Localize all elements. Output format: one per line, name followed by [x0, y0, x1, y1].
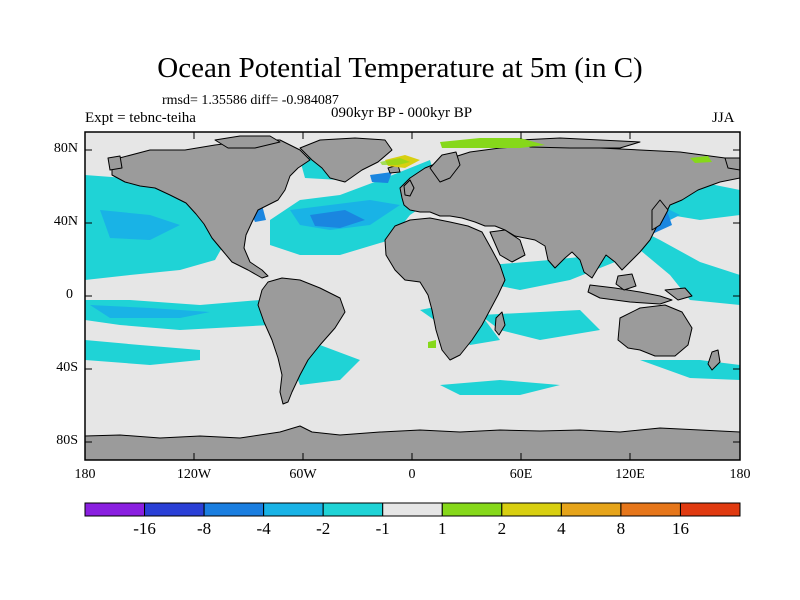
lon-label: 120E — [615, 467, 645, 482]
lon-label: 0 — [408, 467, 416, 482]
north-america — [111, 139, 311, 279]
colorbar-label: -4 — [256, 519, 271, 538]
season-label: JJA — [712, 110, 735, 126]
colorbar-label: -16 — [133, 519, 156, 538]
scandinavia — [429, 151, 461, 183]
arctic-islands-east — [519, 137, 641, 149]
colorbar-box — [144, 502, 205, 517]
colorbar-label: 2 — [497, 519, 507, 538]
lat-label: 80N — [53, 141, 78, 156]
new-zealand — [707, 349, 721, 371]
colorbar-label: 4 — [557, 519, 566, 538]
australia — [617, 304, 693, 357]
lat-label: 0 — [66, 287, 73, 302]
colorbar-box — [620, 502, 681, 517]
colorbar-box — [501, 502, 562, 517]
colorbar-label: 1 — [438, 519, 447, 538]
chukotka-patch — [724, 157, 740, 171]
experiment-label: Expt = tebnc-teiha — [85, 110, 196, 126]
lat-label: 40N — [53, 214, 78, 229]
lon-label: 60W — [289, 467, 317, 482]
lat-label: 80S — [56, 433, 78, 448]
period-label: 090kyr BP - 000kyr BP — [331, 105, 473, 121]
japan — [651, 199, 669, 231]
colorbar-box — [84, 502, 146, 517]
colorbar-box — [560, 502, 622, 517]
colorbar-box — [263, 502, 324, 517]
arctic-islands — [214, 135, 281, 149]
lon-label: 120W — [176, 467, 212, 482]
alaska-patch — [107, 155, 123, 171]
south-america — [257, 277, 346, 405]
colorbar-label: -1 — [375, 519, 390, 538]
anomaly-warm-regions — [380, 138, 712, 348]
map-title: Ocean Potential Temperature at 5m (in C) — [157, 52, 643, 84]
colorbar-box — [382, 502, 443, 517]
colorbar-box — [322, 502, 384, 517]
greenland — [299, 137, 393, 183]
lon-label: 180 — [729, 467, 751, 482]
lon-label: 180 — [74, 467, 96, 482]
arabia — [489, 229, 526, 263]
colorbar-label: -2 — [316, 519, 331, 538]
map-ticks — [85, 132, 740, 460]
africa — [384, 217, 506, 361]
lon-label: 60E — [509, 467, 533, 482]
colorbar-box — [203, 502, 265, 517]
antarctica — [85, 425, 740, 460]
indonesia — [587, 284, 673, 305]
borneo — [615, 273, 637, 291]
madagascar — [494, 311, 506, 336]
colorbar-label: 8 — [616, 519, 626, 538]
colorbar-box — [679, 502, 741, 517]
new-guinea — [664, 287, 693, 301]
colorbar-label: -8 — [196, 519, 212, 538]
stats-text: rmsd= 1.35586 diff= -0.984087 — [162, 93, 339, 108]
land-masses — [85, 135, 740, 460]
colorbar-label: 16 — [671, 519, 689, 538]
lat-label: 40S — [56, 360, 78, 375]
colorbar-box — [441, 502, 503, 517]
british-isles — [403, 179, 415, 197]
